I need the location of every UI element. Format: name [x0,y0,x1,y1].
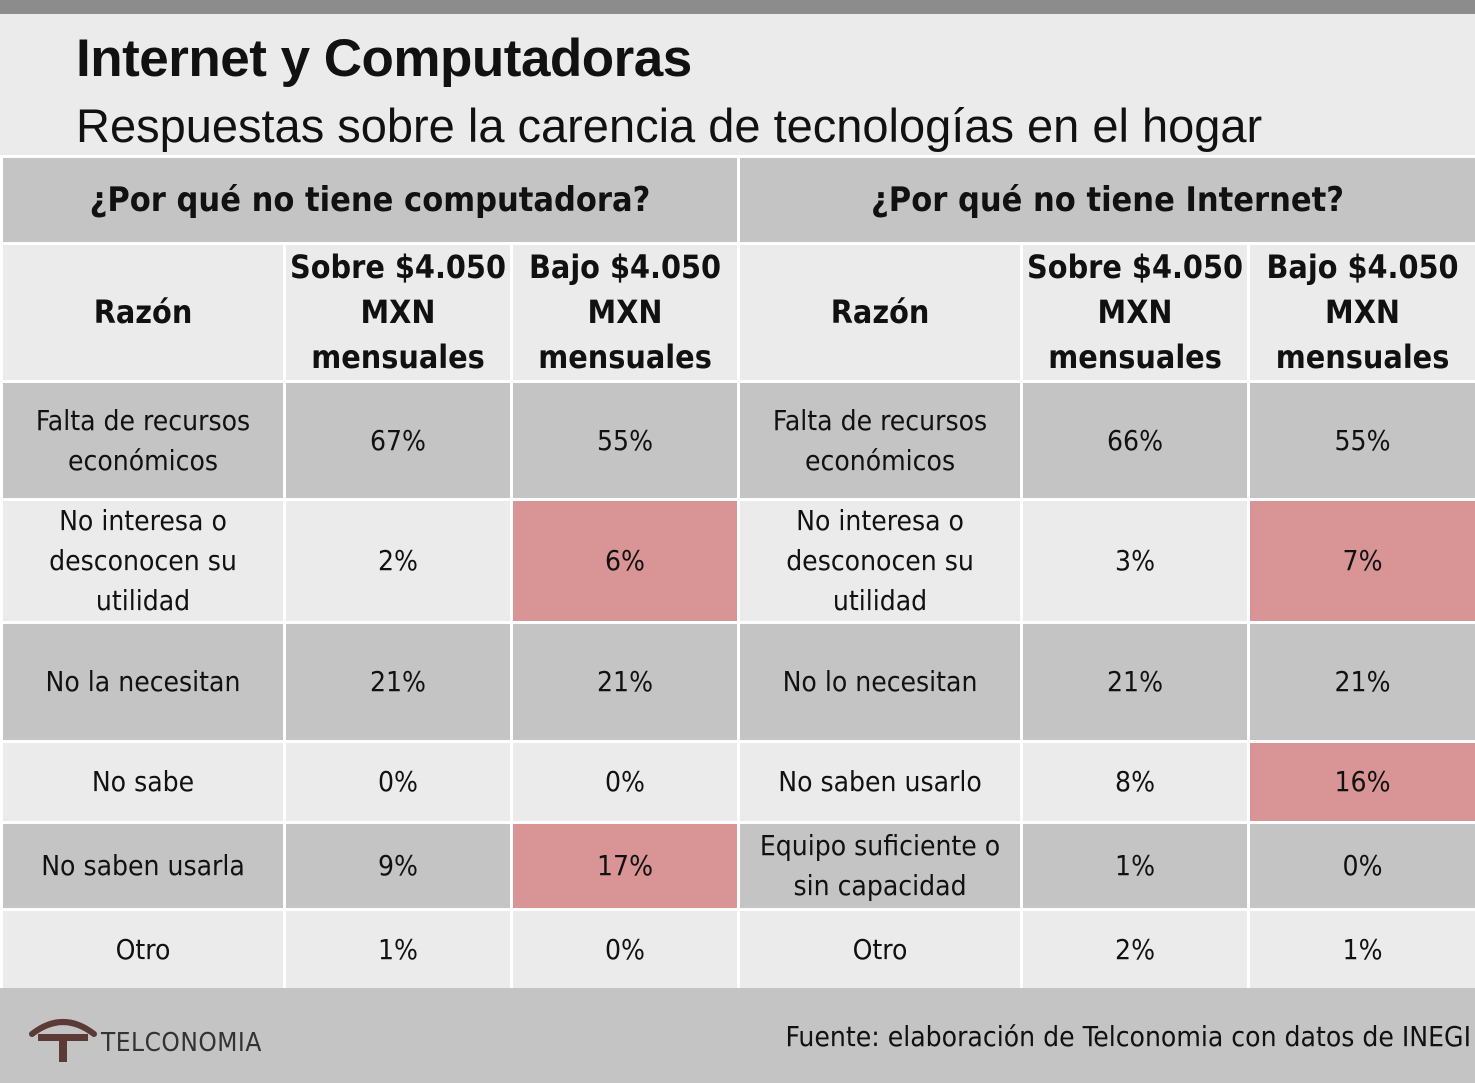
column-header-reason-internet: Razón [737,242,1024,383]
computer-reason-cell: No interesa o desconocen su utilidad [0,498,286,624]
internet-below-cell: 0% [1247,821,1475,911]
computer-reason-cell: No saben usarla [0,821,286,911]
source-note: Fuente: elaboración de Telconomia con da… [785,1020,1471,1053]
internet-reason-cell: Otro [737,908,1024,992]
internet-reason-cell: Equipo suficiente o sin capacidad [737,821,1024,911]
internet-above-cell: 8% [1020,740,1251,824]
internet-below-cell-highlighted: 7% [1247,498,1475,624]
internet-below-cell: 1% [1247,908,1475,992]
internet-below-cell-highlighted: 16% [1247,740,1475,824]
section-header-row: ¿Por qué no tiene computadora? ¿Por qué … [0,155,1475,245]
computer-below-cell: 0% [509,908,741,992]
internet-reason-cell: No saben usarlo [737,740,1024,824]
column-header-row: Razón Sobre $4.050 MXN mensuales Bajo $4… [0,242,1475,383]
internet-reason-cell: Falta de recursos económicos [737,380,1024,501]
internet-reason-cell: No interesa o desconocen su utilidad [737,498,1024,624]
footer: TELCONOMIA Fuente: elaboración de Telcon… [0,988,1475,1083]
computer-below-cell: 55% [509,380,741,501]
header: Internet y Computadoras Respuestas sobre… [0,14,1475,155]
logo-text: TELCONOMIA [101,1028,262,1058]
column-header-below-computer: Bajo $4.050 MXN mensuales [509,242,741,383]
column-header-above-computer: Sobre $4.050 MXN mensuales [283,242,513,383]
computer-reason-cell: No la necesitan [0,621,286,743]
table-row: Falta de recursos económicos 67% 55% Fal… [0,380,1475,501]
column-header-reason-computer: Razón [0,242,286,383]
computer-reason-cell: Falta de recursos económicos [0,380,286,501]
computer-above-cell: 67% [283,380,513,501]
telconomia-logo-icon [29,1019,97,1062]
internet-below-cell: 21% [1247,621,1475,743]
computer-below-cell: 21% [509,621,741,743]
table-row: No saben usarla 9% 17% Equipo suficiente… [0,821,1475,911]
internet-above-cell: 66% [1020,380,1251,501]
computer-above-cell: 2% [283,498,513,624]
internet-above-cell: 21% [1020,621,1251,743]
page-title: Internet y Computadoras [76,29,692,88]
internet-above-cell: 2% [1020,908,1251,992]
comparison-table: ¿Por qué no tiene computadora? ¿Por qué … [0,155,1475,992]
internet-above-cell: 1% [1020,821,1251,911]
table-row: No la necesitan 21% 21% No lo necesitan … [0,621,1475,743]
internet-reason-cell: No lo necesitan [737,621,1024,743]
table-row: No interesa o desconocen su utilidad 2% … [0,498,1475,624]
table-row: Otro 1% 0% Otro 2% 1% [0,908,1475,992]
computer-above-cell: 1% [283,908,513,992]
computer-below-cell-highlighted: 17% [509,821,741,911]
section-title-internet: ¿Por qué no tiene Internet? [737,155,1475,245]
internet-above-cell: 3% [1020,498,1251,624]
column-header-below-internet: Bajo $4.050 MXN mensuales [1247,242,1475,383]
computer-below-cell-highlighted: 6% [509,498,741,624]
column-header-above-internet: Sobre $4.050 MXN mensuales [1020,242,1251,383]
computer-reason-cell: Otro [0,908,286,992]
computer-above-cell: 0% [283,740,513,824]
page-subtitle: Respuestas sobre la carencia de tecnolog… [76,99,1263,152]
computer-above-cell: 21% [283,621,513,743]
table-row: No sabe 0% 0% No saben usarlo 8% 16% [0,740,1475,824]
top-bar [0,0,1475,14]
computer-above-cell: 9% [283,821,513,911]
internet-below-cell: 55% [1247,380,1475,501]
section-title-computer: ¿Por qué no tiene computadora? [0,155,741,245]
computer-below-cell: 0% [509,740,741,824]
computer-reason-cell: No sabe [0,740,286,824]
